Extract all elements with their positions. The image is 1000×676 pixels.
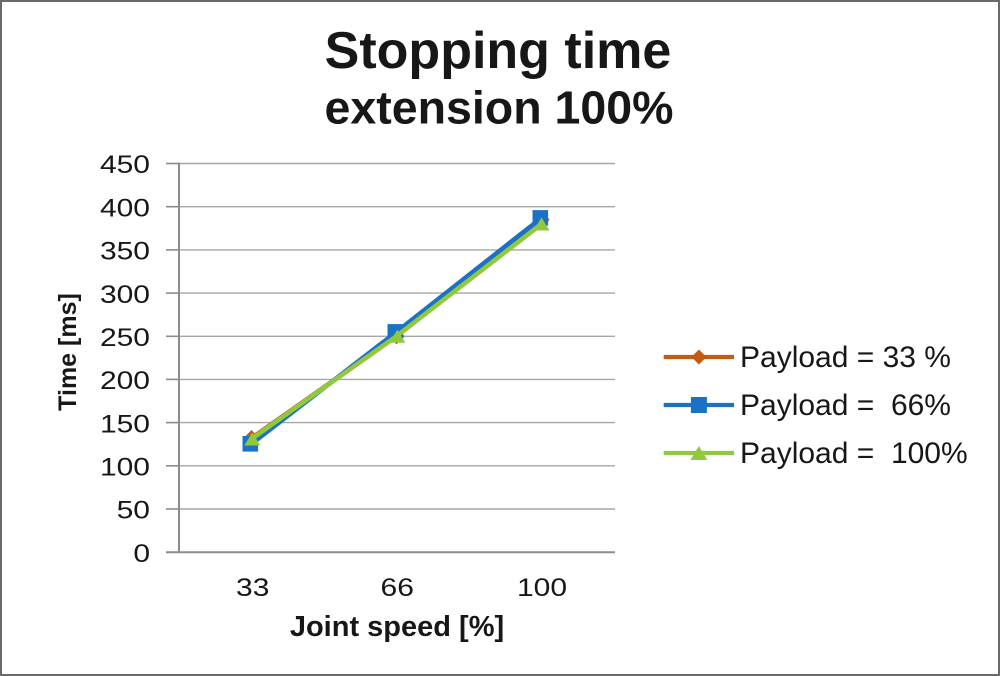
svg-text:Payload = 66%: Payload = 66% (740, 389, 951, 422)
svg-text:300: 300 (100, 280, 150, 308)
svg-text:100: 100 (517, 573, 567, 601)
svg-text:150: 150 (100, 410, 150, 438)
svg-text:Joint speed [%]: Joint speed [%] (290, 611, 504, 643)
svg-text:Stopping time: Stopping time (325, 22, 672, 80)
svg-text:33: 33 (236, 573, 269, 601)
svg-text:100: 100 (100, 453, 150, 481)
svg-text:extension 100%: extension 100% (325, 82, 674, 134)
svg-text:66: 66 (381, 573, 414, 601)
svg-text:400: 400 (100, 194, 150, 222)
svg-text:Payload = 100%: Payload = 100% (740, 437, 968, 470)
svg-text:0: 0 (133, 539, 150, 567)
svg-text:200: 200 (100, 366, 150, 394)
svg-text:50: 50 (117, 496, 150, 524)
svg-text:Payload = 33 %: Payload = 33 % (740, 341, 951, 374)
svg-text:450: 450 (100, 151, 150, 179)
svg-text:250: 250 (100, 323, 150, 351)
svg-text:Time [ms]: Time [ms] (54, 293, 82, 411)
svg-text:350: 350 (100, 237, 150, 265)
